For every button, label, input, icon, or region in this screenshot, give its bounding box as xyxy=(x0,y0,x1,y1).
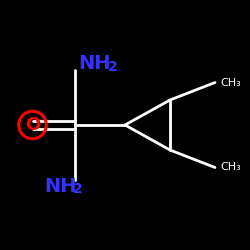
Text: CH₃: CH₃ xyxy=(220,162,241,172)
Text: 2: 2 xyxy=(108,60,117,74)
Text: CH₃: CH₃ xyxy=(220,78,241,88)
Text: NH: NH xyxy=(79,54,111,73)
Text: NH: NH xyxy=(44,177,76,196)
Text: 2: 2 xyxy=(72,182,82,196)
Text: O: O xyxy=(25,116,40,134)
